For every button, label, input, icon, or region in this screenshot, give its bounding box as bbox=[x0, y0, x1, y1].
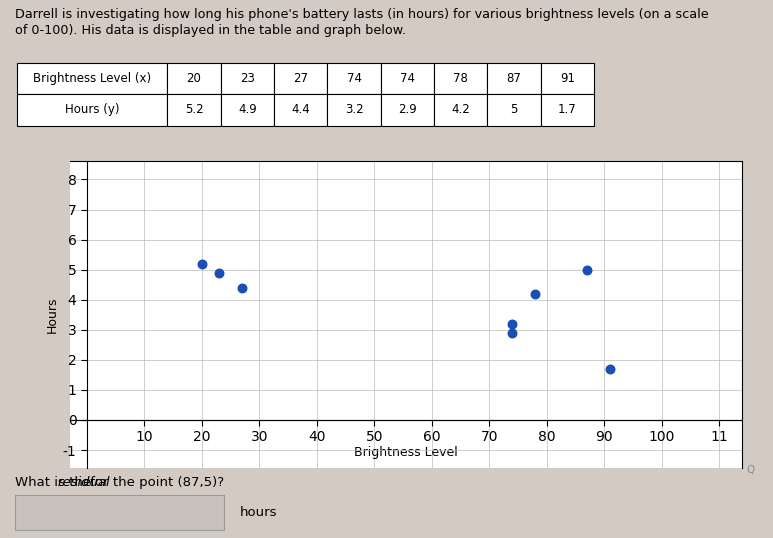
Point bbox=[604, 365, 616, 373]
Point bbox=[581, 265, 593, 274]
Point bbox=[529, 289, 541, 298]
Y-axis label: Hours: Hours bbox=[46, 296, 59, 333]
Point bbox=[506, 320, 519, 328]
Text: Darrell is investigating how long his phone's battery lasts (in hours) for vario: Darrell is investigating how long his ph… bbox=[15, 8, 709, 21]
Point bbox=[213, 268, 225, 277]
Point bbox=[196, 259, 208, 268]
Text: What is the: What is the bbox=[15, 476, 96, 489]
Text: hours: hours bbox=[240, 506, 278, 519]
X-axis label: Brightness Level: Brightness Level bbox=[354, 446, 458, 459]
Text: for the point (87,5)?: for the point (87,5)? bbox=[86, 476, 224, 489]
Text: residual: residual bbox=[57, 476, 110, 489]
Point bbox=[236, 284, 248, 292]
Text: Q: Q bbox=[746, 464, 754, 475]
Point bbox=[506, 329, 519, 337]
Text: of 0-100). His data is displayed in the table and graph below.: of 0-100). His data is displayed in the … bbox=[15, 24, 407, 37]
